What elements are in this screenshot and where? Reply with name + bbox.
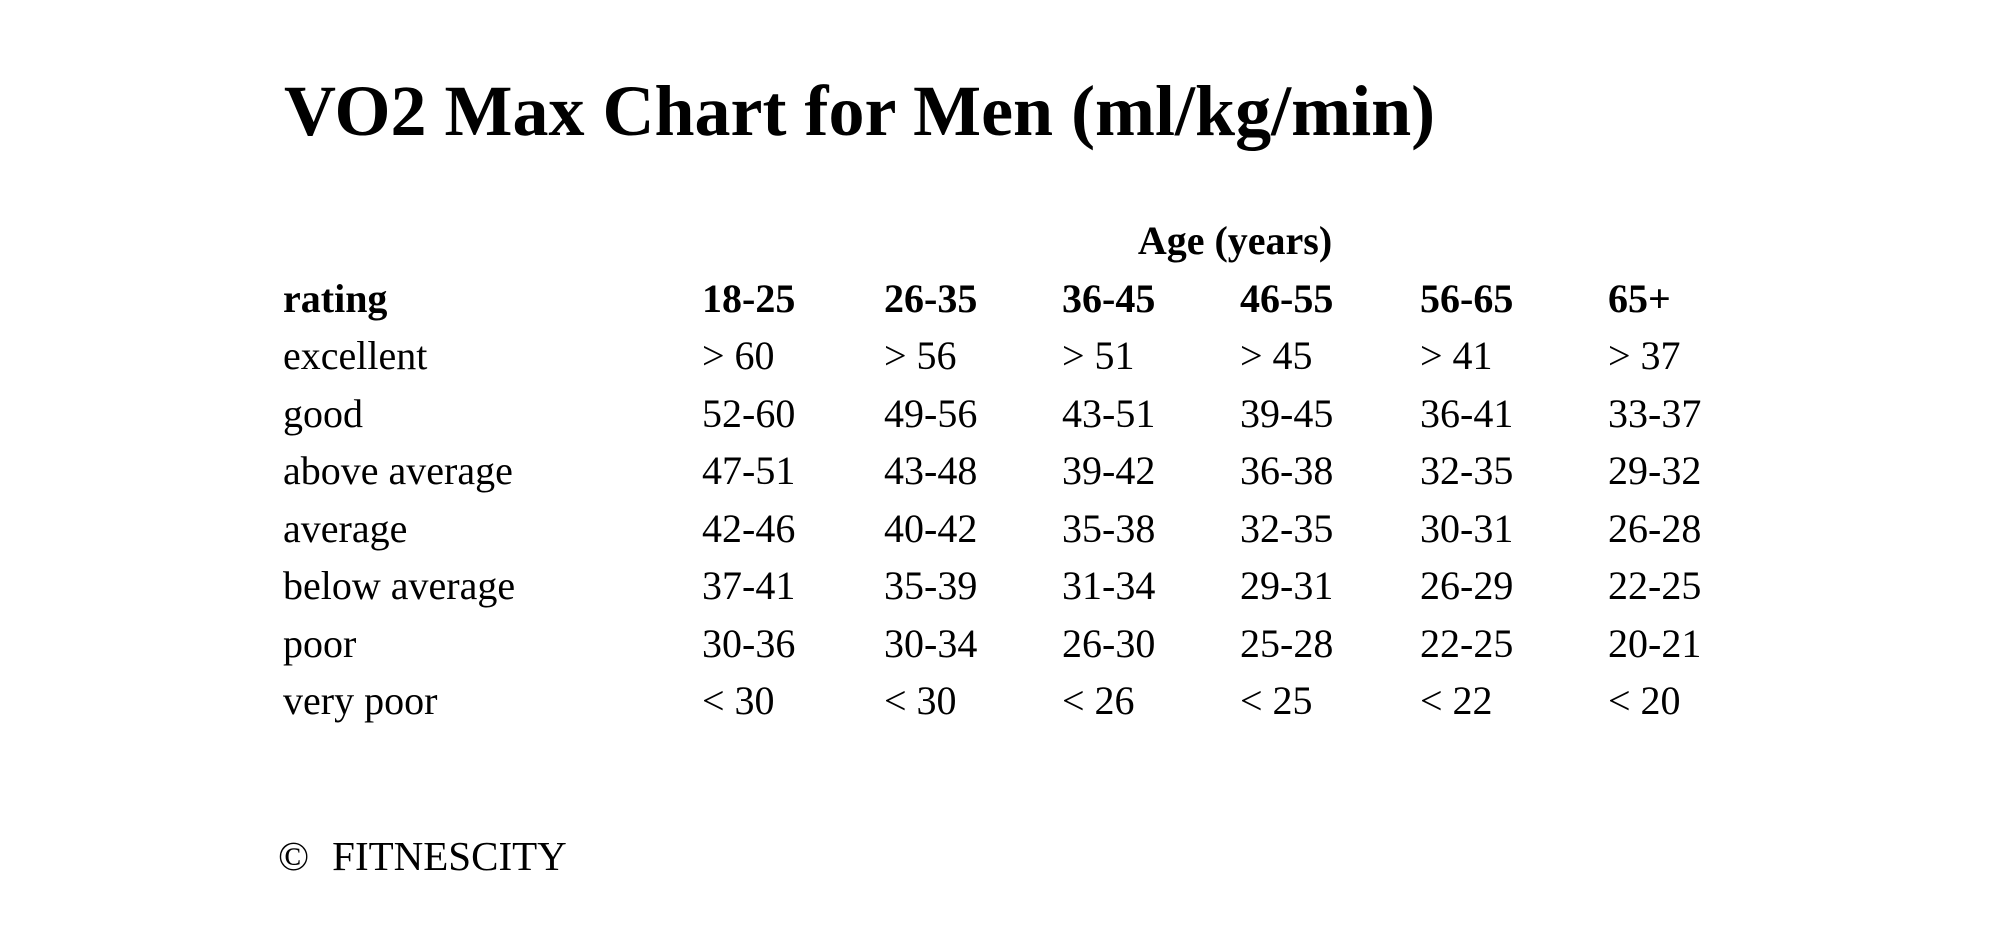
rating-cell: poor (283, 620, 357, 666)
value-cell: 22-25 (1420, 620, 1514, 666)
value-cell: 22-25 (1608, 563, 1702, 608)
table-row-excellent: excellent > 60 > 56 > 51 > 45 > 41 > 37 (283, 327, 1768, 385)
value-cell: 26-29 (1420, 563, 1514, 608)
header-cell-age-46-55: 46-55 (1240, 275, 1334, 321)
value-cell: 30-31 (1420, 505, 1514, 551)
table-row-below-average: below average 37-41 35-39 31-34 29-31 26… (283, 557, 1768, 615)
value-cell: 47-51 (702, 448, 796, 493)
table-row-average: average 42-46 40-42 35-38 32-35 30-31 26… (283, 500, 1768, 558)
rating-cell: below average (283, 563, 516, 608)
column-header-row: rating 18-25 26-35 36-45 46-55 56-65 65+ (283, 270, 1768, 328)
value-cell: < 26 (1062, 678, 1135, 723)
value-cell: 35-38 (1062, 505, 1156, 551)
rating-cell: good (283, 390, 363, 436)
header-cell-age-56-65: 56-65 (1420, 275, 1514, 321)
age-group-spacer (283, 212, 702, 270)
value-cell: > 56 (884, 333, 957, 378)
value-cell: 31-34 (1062, 563, 1156, 608)
table-row-good: good 52-60 49-56 43-51 39-45 36-41 33-37 (283, 385, 1768, 443)
value-cell: 43-51 (1062, 390, 1156, 436)
value-cell: 30-36 (702, 620, 796, 666)
value-cell: > 41 (1420, 333, 1493, 378)
value-cell: 29-31 (1240, 563, 1334, 608)
copyright-line: © FITNESCITY (278, 836, 567, 877)
header-cell-age-26-35: 26-35 (884, 275, 978, 321)
value-cell: > 60 (702, 333, 775, 378)
value-cell: 33-37 (1608, 390, 1702, 436)
header-cell-age-18-25: 18-25 (702, 275, 796, 321)
age-group-label: Age (years) (1137, 218, 1333, 263)
value-cell: > 51 (1062, 333, 1135, 378)
value-cell: 32-35 (1420, 448, 1514, 493)
value-cell: 29-32 (1608, 448, 1702, 493)
table-row-poor: poor 30-36 30-34 26-30 25-28 22-25 20-21 (283, 615, 1768, 673)
value-cell: 42-46 (702, 505, 796, 551)
value-cell: < 30 (884, 678, 957, 723)
rating-cell: excellent (283, 333, 428, 378)
value-cell: > 45 (1240, 333, 1313, 378)
value-cell: 32-35 (1240, 505, 1334, 551)
age-group-row: Age (years) (283, 212, 1768, 270)
value-cell: 25-28 (1240, 620, 1334, 666)
value-cell: < 20 (1608, 678, 1681, 723)
value-cell: 43-48 (884, 448, 978, 493)
value-cell: 49-56 (884, 390, 978, 436)
copyright-icon: © (278, 833, 310, 879)
value-cell: 26-30 (1062, 620, 1156, 666)
value-cell: 52-60 (702, 390, 796, 436)
header-cell-age-36-45: 36-45 (1062, 275, 1156, 321)
value-cell: 36-38 (1240, 448, 1334, 493)
table-row-above-average: above average 47-51 43-48 39-42 36-38 32… (283, 442, 1768, 500)
value-cell: 30-34 (884, 620, 978, 666)
value-cell: 36-41 (1420, 390, 1514, 436)
value-cell: 40-42 (884, 505, 978, 551)
table-row-very-poor: very poor < 30 < 30 < 26 < 25 < 22 < 20 (283, 672, 1768, 730)
value-cell: < 22 (1420, 678, 1493, 723)
value-cell: 39-45 (1240, 390, 1334, 436)
value-cell: 37-41 (702, 563, 796, 608)
value-cell: 35-39 (884, 563, 978, 608)
value-cell: < 30 (702, 678, 775, 723)
header-cell-rating: rating (283, 275, 388, 321)
value-cell: < 25 (1240, 678, 1313, 723)
value-cell: > 37 (1608, 333, 1681, 378)
header-cell-age-65-plus: 65+ (1608, 275, 1671, 321)
value-cell: 26-28 (1608, 505, 1702, 551)
value-cell: 39-42 (1062, 448, 1156, 493)
brand-name: FITNESCITY (332, 833, 567, 879)
page-title: VO2 Max Chart for Men (ml/kg/min) (284, 71, 1436, 151)
rating-cell: average (283, 505, 408, 551)
value-cell: 20-21 (1608, 620, 1702, 666)
vo2-max-table: Age (years) rating 18-25 26-35 36-45 46-… (283, 212, 1768, 730)
rating-cell: very poor (283, 678, 438, 723)
rating-cell: above average (283, 448, 513, 493)
